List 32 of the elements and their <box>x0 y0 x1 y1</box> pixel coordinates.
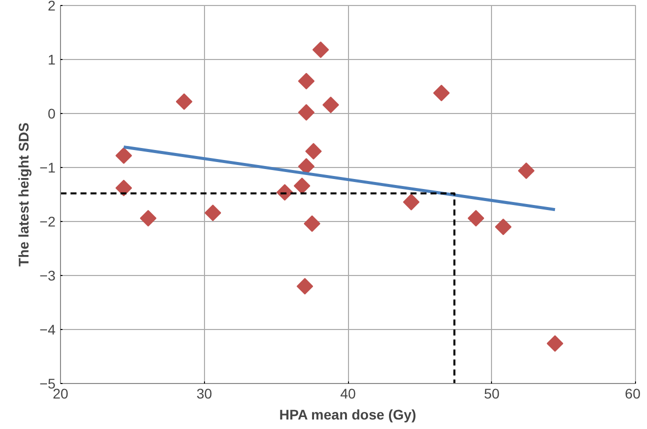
x-axis-title: HPA mean dose (Gy) <box>279 406 416 422</box>
point <box>494 218 512 236</box>
point <box>312 42 329 58</box>
point <box>204 204 222 222</box>
point <box>433 84 450 102</box>
y-tick-label: −3 <box>40 268 56 284</box>
point <box>322 96 340 114</box>
x-tick-label: 60 <box>624 386 641 402</box>
y-tick-label: 0 <box>48 106 56 122</box>
x-tick-label: 30 <box>196 386 212 402</box>
point <box>468 210 484 227</box>
y-axis-title: The latest height SDS <box>16 122 32 266</box>
point <box>518 162 535 180</box>
y-tick-label: 1 <box>48 52 56 68</box>
point <box>294 178 310 194</box>
x-tick-label: 50 <box>484 386 500 402</box>
point <box>115 180 132 196</box>
point <box>140 210 156 227</box>
y-tick-label: −2 <box>40 214 56 230</box>
x-tick-label: 40 <box>340 386 356 402</box>
point <box>546 335 564 352</box>
y-tick-label: 2 <box>48 0 56 14</box>
point <box>298 72 315 90</box>
y-tick-label: −4 <box>40 322 56 338</box>
point <box>304 215 320 232</box>
y-tick-label: −1 <box>40 160 56 176</box>
point <box>115 147 132 164</box>
point <box>298 104 315 121</box>
point <box>296 278 314 295</box>
point <box>305 143 322 160</box>
point <box>176 93 192 110</box>
point <box>402 194 420 210</box>
